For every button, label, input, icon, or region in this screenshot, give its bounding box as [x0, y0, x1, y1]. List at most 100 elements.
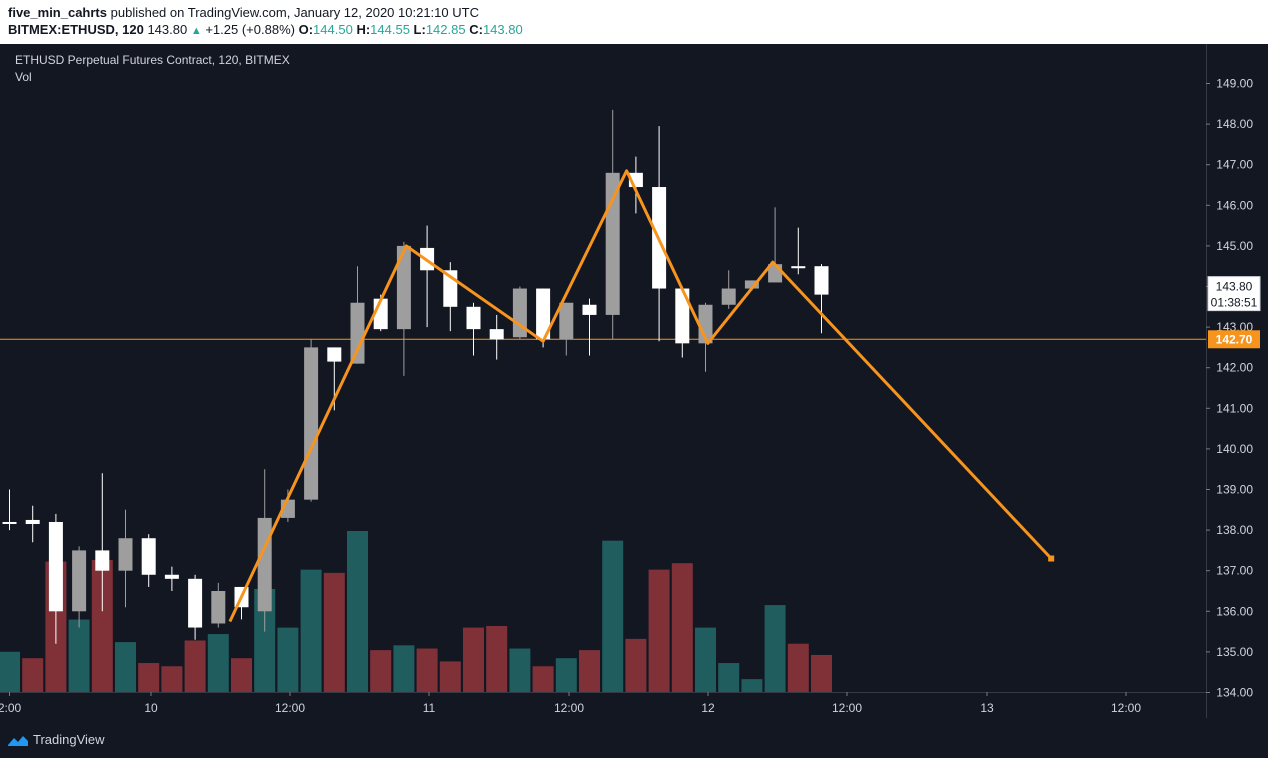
volume-bar — [138, 663, 160, 692]
candle — [72, 546, 87, 628]
candle-body — [605, 172, 620, 315]
price-tick-label: 138.00 — [1216, 523, 1253, 537]
current-price-label: 143.80 — [1216, 280, 1253, 294]
volume-bar — [277, 627, 299, 692]
price-tick-label: 148.00 — [1216, 117, 1253, 131]
volume-bar — [68, 619, 90, 692]
volume-bar — [555, 658, 577, 692]
volume-bar — [625, 638, 647, 692]
author-name[interactable]: five_min_cahrts — [8, 5, 107, 20]
candle-body — [396, 245, 411, 330]
candle-body — [164, 574, 179, 579]
candle-body — [675, 288, 690, 344]
price-tick-label: 135.00 — [1216, 645, 1253, 659]
time-tick-label: 12:00 — [1111, 701, 1141, 715]
candle-body — [188, 578, 203, 628]
volume-bar — [0, 651, 20, 692]
volume-bar — [347, 531, 368, 692]
price-tick-label: 145.00 — [1216, 239, 1253, 253]
time-tick-label: 11 — [423, 701, 436, 715]
volume-bar — [231, 658, 252, 692]
candle — [652, 126, 667, 342]
price-tick-label: 141.00 — [1216, 401, 1253, 415]
candle-body — [350, 302, 365, 364]
candle — [512, 286, 527, 340]
high-label: H: — [356, 22, 371, 37]
open-value: 144.50 — [313, 22, 353, 37]
time-tick-label: 12:00 — [275, 701, 305, 715]
candle-body — [814, 266, 829, 295]
candle-body — [211, 591, 226, 624]
candle-body — [327, 347, 342, 362]
low-value: 142.85 — [425, 22, 466, 37]
candle — [489, 314, 504, 360]
candle-body — [48, 521, 63, 612]
current-price-box — [1207, 276, 1261, 312]
candle-body — [257, 517, 272, 612]
candle — [396, 241, 411, 376]
volume-bar — [579, 650, 600, 692]
candle-body — [466, 306, 481, 330]
price-tick-label: 147.00 — [1216, 158, 1253, 172]
time-tick-label: 12:00 — [554, 701, 584, 715]
tradingview-logo-icon — [8, 735, 28, 746]
tradingview-label: TradingView — [33, 732, 105, 747]
volume-bar — [648, 569, 670, 692]
volume-bar — [532, 666, 554, 692]
volume-bar — [91, 559, 113, 692]
candle — [814, 264, 829, 334]
candle-body — [304, 347, 319, 500]
candle-body — [72, 550, 87, 612]
price-tick-label: 149.00 — [1216, 77, 1253, 91]
candle — [675, 286, 690, 358]
candle-body — [95, 550, 110, 571]
volume-bar — [439, 661, 461, 692]
chart-legend-title: ETHUSD Perpetual Futures Contract, 120, … — [15, 53, 290, 67]
candle-body — [721, 288, 736, 305]
symbol-label: BITMEX:ETHUSD, 120 — [8, 22, 144, 37]
volume-legend: Vol — [15, 70, 32, 84]
volume-bar — [370, 650, 392, 692]
countdown-label: 01:38:51 — [1211, 296, 1258, 310]
support-line-price-label: 142.70 — [1216, 332, 1253, 346]
price-change: +1.25 (+0.88%) — [205, 22, 295, 37]
price-tick-label: 146.00 — [1216, 198, 1253, 212]
candle-body — [582, 304, 597, 315]
last-price: 143.80 — [147, 22, 188, 37]
high-value: 144.55 — [370, 22, 410, 37]
candle — [118, 509, 133, 608]
volume-bar — [416, 648, 438, 692]
price-chart[interactable]: 149.00148.00147.00146.00145.00144.00143.… — [0, 44, 1268, 718]
candle — [582, 298, 597, 356]
volume-bar — [811, 654, 832, 692]
candle — [95, 473, 110, 612]
open-label: O: — [298, 22, 314, 37]
projection-path — [228, 169, 1053, 623]
volume-bar — [184, 640, 206, 692]
volume-bar — [207, 634, 229, 692]
candle-body — [791, 266, 806, 269]
volume-bar — [764, 605, 786, 692]
candle-body — [559, 302, 574, 340]
up-arrow-icon: ▲ — [190, 25, 202, 37]
time-tick-label: 12:00 — [832, 701, 862, 715]
close-value: 143.80 — [482, 22, 523, 37]
volume-bar — [463, 627, 484, 692]
projection-end-marker — [1048, 555, 1055, 562]
close-label: C: — [469, 22, 483, 37]
candle — [721, 270, 736, 309]
candle-body — [489, 329, 504, 340]
price-tick-label: 134.00 — [1216, 686, 1253, 700]
volume-bar — [300, 569, 322, 692]
price-tick-label: 136.00 — [1216, 604, 1253, 618]
time-tick-label: 12 — [701, 701, 715, 715]
candle-body — [2, 521, 17, 524]
candle — [2, 489, 17, 531]
candle — [420, 225, 435, 328]
price-tick-label: 137.00 — [1216, 564, 1253, 578]
candle — [559, 302, 574, 356]
volume-bar — [671, 563, 693, 692]
price-tick-label: 140.00 — [1216, 442, 1253, 456]
publish-header: five_min_cahrts published on TradingView… — [0, 0, 1268, 44]
tradingview-brand[interactable]: TradingView — [7, 732, 105, 747]
